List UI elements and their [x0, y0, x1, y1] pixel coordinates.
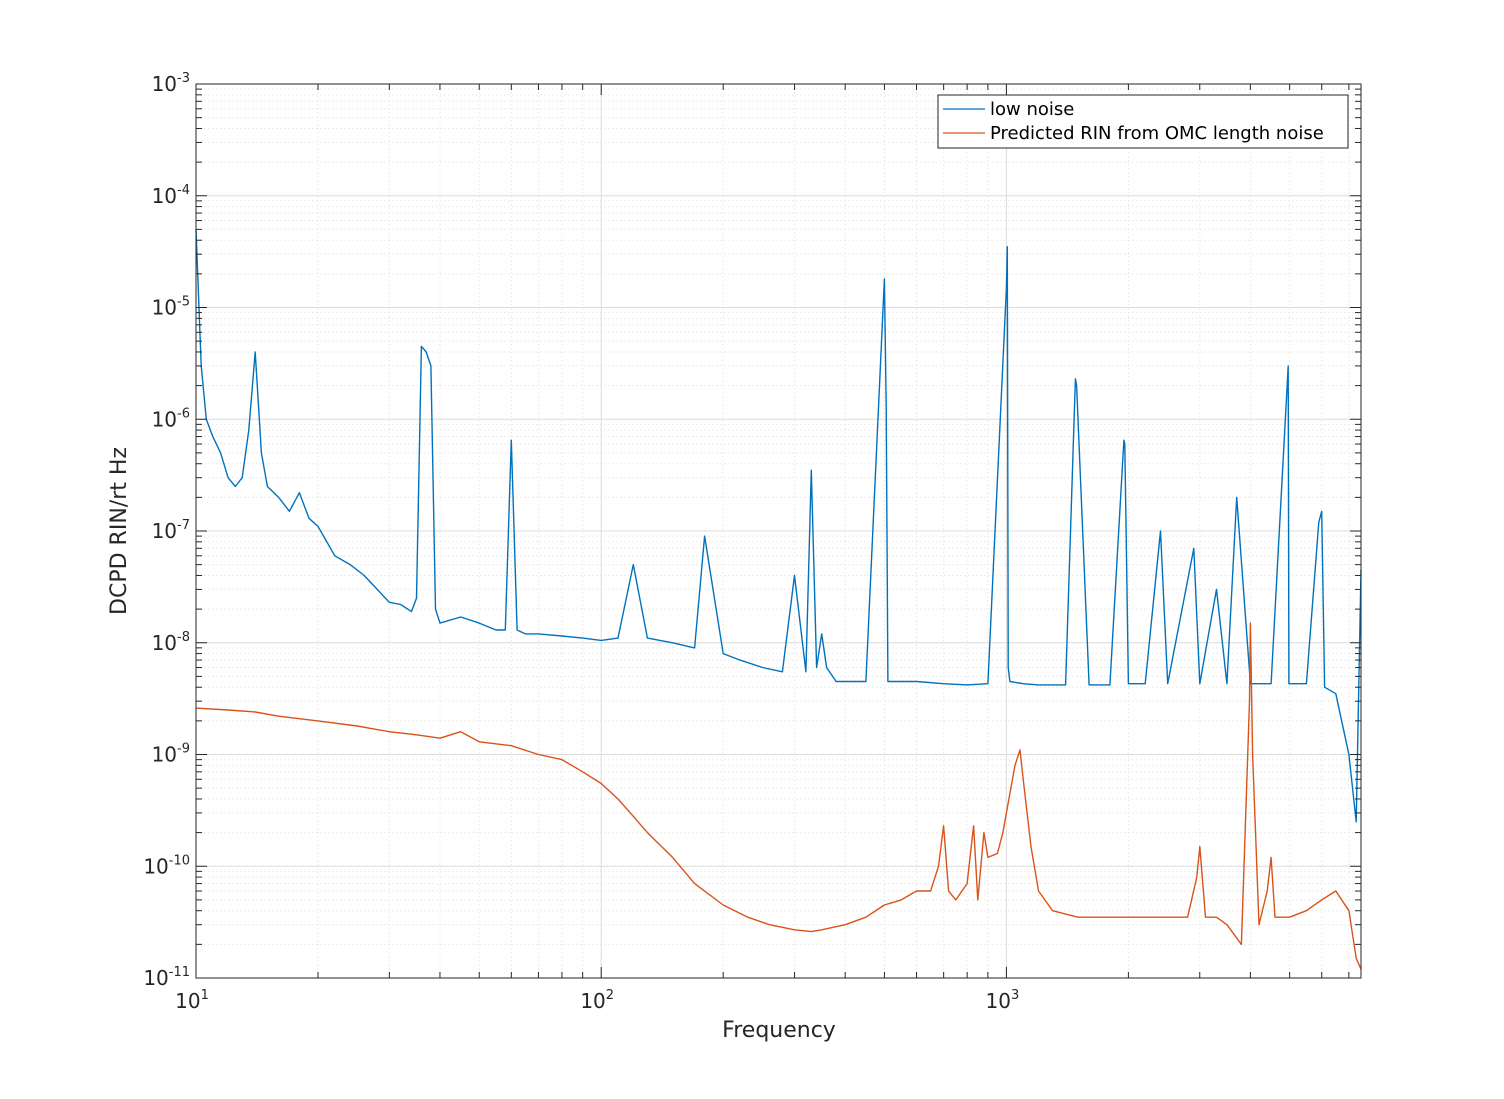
- y-tick-label: 10-8: [152, 630, 190, 655]
- y-tick-label: 10-5: [152, 295, 190, 320]
- x-tick-label: 103: [986, 988, 1020, 1013]
- axis-ticks: [195, 83, 1361, 979]
- x-axis-title: Frequency: [722, 1018, 836, 1043]
- grid-minor: [196, 84, 1361, 978]
- x-tick-labels: 101 102 103: [175, 988, 1019, 1013]
- y-tick-label: 10-3: [152, 71, 190, 96]
- y-tick-label: 10-4: [152, 183, 190, 208]
- series-line-low-noise: [195, 229, 1362, 823]
- y-tick-label: 10-10: [143, 853, 190, 878]
- y-tick-label: 10-7: [152, 518, 190, 543]
- series-layer: [195, 229, 1362, 970]
- y-tick-label: 10-9: [152, 742, 190, 767]
- y-tick-labels: 10-3 10-4 10-5 10-6 10-7 10-8 10-9 10-10 10-11: [143, 71, 190, 990]
- y-tick-label: 10-11: [143, 965, 190, 990]
- y-axis-title: DCPD RIN/rt Hz: [107, 447, 132, 615]
- legend-label-predicted-rin: Predicted RIN from OMC length noise: [990, 123, 1324, 144]
- legend-box: [937, 94, 1349, 149]
- legend: low noise Predicted RIN from OMC length …: [937, 94, 1349, 149]
- series-line-predicted-rin: [195, 622, 1362, 970]
- legend-label-low-noise: low noise: [990, 99, 1074, 120]
- y-tick-label: 10-6: [152, 406, 190, 431]
- x-tick-label: 102: [580, 988, 614, 1013]
- x-tick-label: 101: [175, 988, 209, 1013]
